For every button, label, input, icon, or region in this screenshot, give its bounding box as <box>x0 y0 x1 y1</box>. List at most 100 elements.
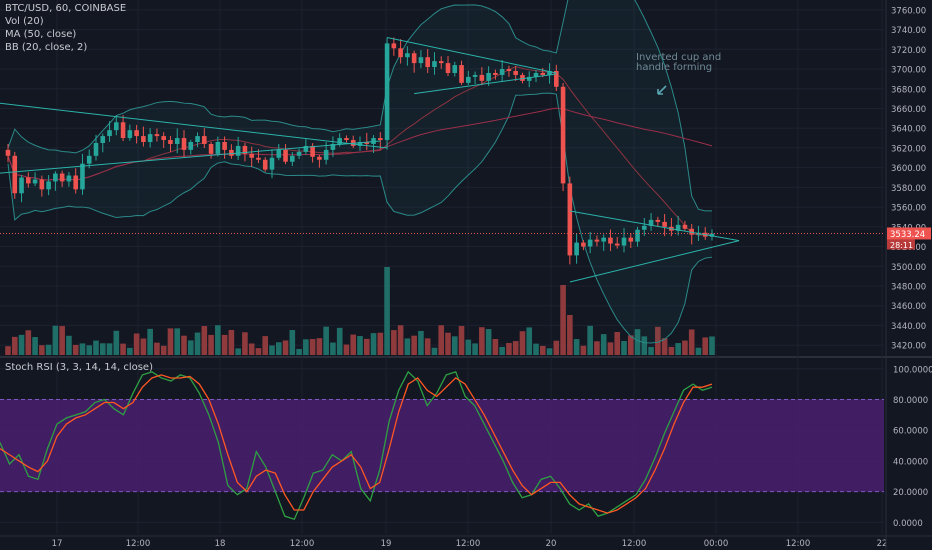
candlesticks[interactable] <box>5 37 715 265</box>
time-tick-label: 00:00 <box>704 539 729 549</box>
volume-bar <box>431 347 438 355</box>
stoch-rsi-d-line <box>0 374 713 514</box>
volume-bar <box>560 285 566 355</box>
stoch-rsi-k-line <box>0 370 713 521</box>
symbol-title[interactable]: BTC/USD, 60, COINBASE <box>5 3 127 14</box>
candle-body <box>208 143 214 154</box>
candle-body <box>466 76 471 83</box>
candle-body <box>642 225 647 230</box>
countdown-tag-bg <box>887 239 915 250</box>
candle-body <box>100 136 106 143</box>
volume-bar <box>336 327 343 355</box>
bollinger-lower <box>7 92 713 344</box>
volume-bar <box>86 345 93 355</box>
volume-bar <box>52 325 59 355</box>
bollinger-fill <box>8 0 712 344</box>
candle-body <box>215 142 221 154</box>
time-tick-label: 22 <box>877 539 888 549</box>
volume-bar <box>106 343 113 355</box>
candle-body <box>161 136 166 141</box>
ma-legend[interactable]: MA (50, close) <box>5 29 77 40</box>
rsi-tick-label: 80.0000 <box>893 396 928 406</box>
volume-bar <box>282 340 289 355</box>
volume-bar <box>275 342 282 355</box>
rsi-legend-label[interactable]: Stoch RSI (3, 3, 14, 14, close) <box>5 362 153 373</box>
candle-body <box>53 173 58 182</box>
volume-bar <box>668 346 675 355</box>
volume-bar <box>634 329 641 355</box>
volume-bar <box>363 338 370 355</box>
indicator-lines <box>7 0 713 344</box>
price-tick-label: 3460.00 <box>891 302 926 312</box>
trendline-upper-right <box>569 210 740 242</box>
volume-bar <box>18 334 25 355</box>
candle-body <box>628 237 634 242</box>
volume-bar <box>614 331 621 355</box>
volume-bar <box>702 337 709 355</box>
candle-body <box>594 239 600 242</box>
volume-bar <box>573 339 580 355</box>
volume-bar <box>235 348 241 355</box>
volume-bar <box>140 338 147 355</box>
volume-bar <box>580 345 587 355</box>
price-tick-label: 3500.00 <box>891 263 926 273</box>
candle-body <box>147 134 153 142</box>
candle-body <box>398 48 403 58</box>
volume-bar <box>553 340 560 355</box>
volume-bar <box>72 344 79 355</box>
candle-body <box>581 242 586 247</box>
volume-bar <box>512 341 519 355</box>
trendline-lower-left <box>0 140 381 174</box>
time-tick-label: 18 <box>215 539 226 549</box>
candle-body <box>411 53 417 64</box>
volume-bar <box>370 333 377 355</box>
volume-bar <box>675 343 681 355</box>
candle-body <box>168 140 173 144</box>
volume-bar <box>682 340 688 355</box>
candle-body <box>174 138 180 144</box>
volume-bar <box>384 267 390 355</box>
candle-body <box>120 122 126 139</box>
volume-bar <box>93 340 99 355</box>
candle-body <box>154 134 160 137</box>
candle-body <box>493 72 498 75</box>
candle-body <box>12 155 18 194</box>
annotation-line2: handle forming <box>636 62 712 73</box>
volume-bar <box>655 326 661 355</box>
bb-legend[interactable]: BB (20, close, 2) <box>5 42 88 53</box>
candle-body <box>107 130 112 137</box>
volume-bar <box>695 347 702 355</box>
volume-bar <box>594 341 600 355</box>
annotation-line1: Inverted cup and <box>636 52 721 63</box>
candle-body <box>235 145 241 156</box>
candle-body <box>269 157 275 170</box>
candle-body <box>59 173 65 182</box>
rsi-tick-label: 20.0000 <box>893 488 928 498</box>
volume-bar <box>499 346 505 355</box>
time-tick-label: 12:00 <box>126 539 151 549</box>
candle-body <box>66 175 72 182</box>
candle-body <box>256 157 261 160</box>
volume-bar <box>350 334 357 355</box>
candle-body <box>93 142 99 156</box>
candle-body <box>310 145 315 157</box>
volume-legend[interactable]: Vol (20) <box>5 16 44 27</box>
candle-body <box>432 61 437 68</box>
candle-body <box>608 237 613 244</box>
rsi-overbought-oversold-band <box>0 399 884 492</box>
price-tick-label: 3440.00 <box>891 322 926 332</box>
volume-bar <box>465 339 472 355</box>
candle-body <box>425 57 430 68</box>
pane-divider <box>0 356 932 358</box>
candle-body <box>682 224 688 229</box>
countdown-tag-text: 28:11 <box>890 241 913 250</box>
volume-bar <box>5 346 11 355</box>
last-price-tag-text: 3533.24 <box>890 230 925 240</box>
volume-bar <box>377 332 384 355</box>
candle-body <box>330 143 336 150</box>
volume-bar <box>79 343 86 355</box>
candle-body <box>452 65 458 73</box>
volume-bar <box>411 335 417 355</box>
candle-body <box>655 219 661 222</box>
